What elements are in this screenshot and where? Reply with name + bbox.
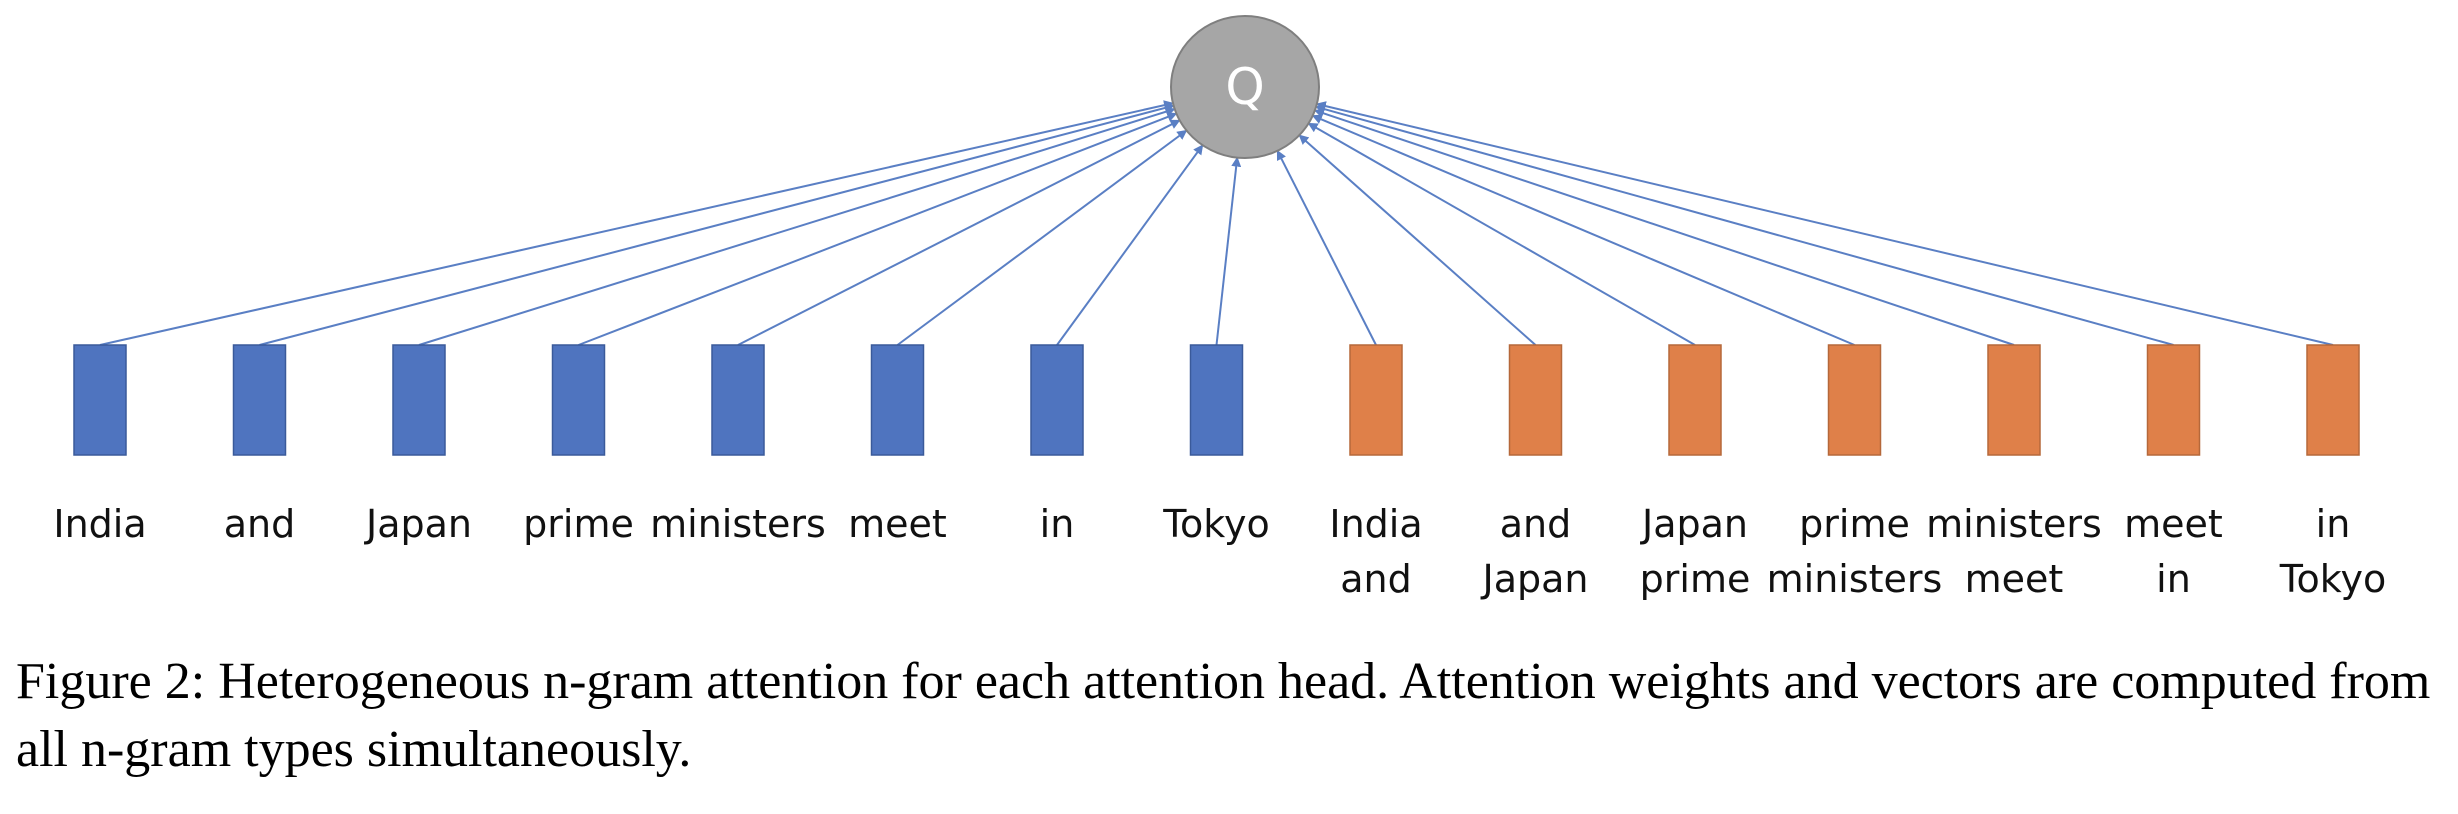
attention-arrows — [99, 100, 2334, 346]
unigram-attention-arrow — [1215, 156, 1242, 346]
bigram-attention-arrow — [1315, 101, 2334, 346]
bigram-label: Japan — [1640, 502, 1748, 546]
bigram-label: prime — [1640, 557, 1751, 601]
unigram-label: Tokyo — [1162, 502, 1269, 546]
unigram-attention-arrow — [1056, 144, 1204, 346]
bigram-attention-arrow — [1276, 149, 1377, 346]
bigram-box — [1668, 344, 1722, 456]
unigram-box — [551, 344, 606, 456]
bigram-label: meet — [1965, 557, 2064, 601]
unigram-attention-arrow — [578, 112, 1178, 346]
unigram-label: India — [53, 502, 146, 546]
unigram-label: ministers — [650, 502, 826, 546]
unigram-attention-arrow — [418, 106, 1176, 346]
bigram-label: in — [2156, 557, 2191, 601]
bigram-attention-arrow — [1313, 108, 2015, 346]
bigram-label: India — [1329, 502, 1422, 546]
bigram-box — [1349, 344, 1403, 456]
ngram-tokens: India and Japan prime ministers meet in Tokyo In… — [53, 344, 2386, 601]
unigram-attention-arrow — [259, 103, 1175, 346]
bigram-box — [2306, 344, 2360, 456]
bigram-box — [1987, 344, 2041, 456]
bigram-attention-arrow — [1311, 114, 1855, 346]
bigram-attention-arrow — [1298, 134, 1537, 346]
bigram-label: in — [2316, 502, 2351, 546]
figure-caption: Figure 2: Heterogeneous n-gram attention… — [16, 653, 2431, 778]
bigram-label: ministers — [1926, 502, 2102, 546]
unigram-box — [711, 344, 765, 456]
unigram-attention-arrow — [99, 100, 1174, 346]
bigram-attention-arrow — [1307, 122, 1696, 346]
query-circle — [1170, 15, 1320, 159]
query-label: Q — [1225, 58, 1264, 116]
unigram-label: Japan — [364, 502, 472, 546]
query-node: Q — [1170, 15, 1320, 159]
bigram-label: prime — [1799, 502, 1910, 546]
unigram-attention-arrow — [896, 129, 1188, 346]
bigram-attention-arrow — [1315, 104, 2174, 346]
bigram-label: Tokyo — [2279, 557, 2386, 601]
unigram-label: prime — [523, 502, 634, 546]
bigram-label: meet — [2124, 502, 2223, 546]
unigram-box — [392, 344, 446, 456]
unigram-box — [232, 344, 287, 456]
bigram-label: ministers — [1767, 557, 1943, 601]
bigram-label: and — [1340, 557, 1412, 601]
unigram-box — [870, 344, 925, 456]
unigram-label: meet — [848, 502, 947, 546]
unigram-box — [1189, 344, 1244, 456]
bigram-box — [2146, 344, 2201, 456]
bigram-box — [1508, 344, 1563, 456]
unigram-box — [1030, 344, 1084, 456]
bigram-label: and — [1500, 502, 1572, 546]
bigram-label: Japan — [1481, 557, 1589, 601]
unigram-label: and — [224, 502, 296, 546]
unigram-label: in — [1040, 502, 1075, 546]
unigram-box — [73, 344, 127, 456]
unigram-attention-arrow — [737, 119, 1181, 346]
bigram-box — [1827, 344, 1882, 456]
ngram-attention-diagram: Q India and Japan prime ministers meet in Tokyo… — [53, 15, 2386, 601]
